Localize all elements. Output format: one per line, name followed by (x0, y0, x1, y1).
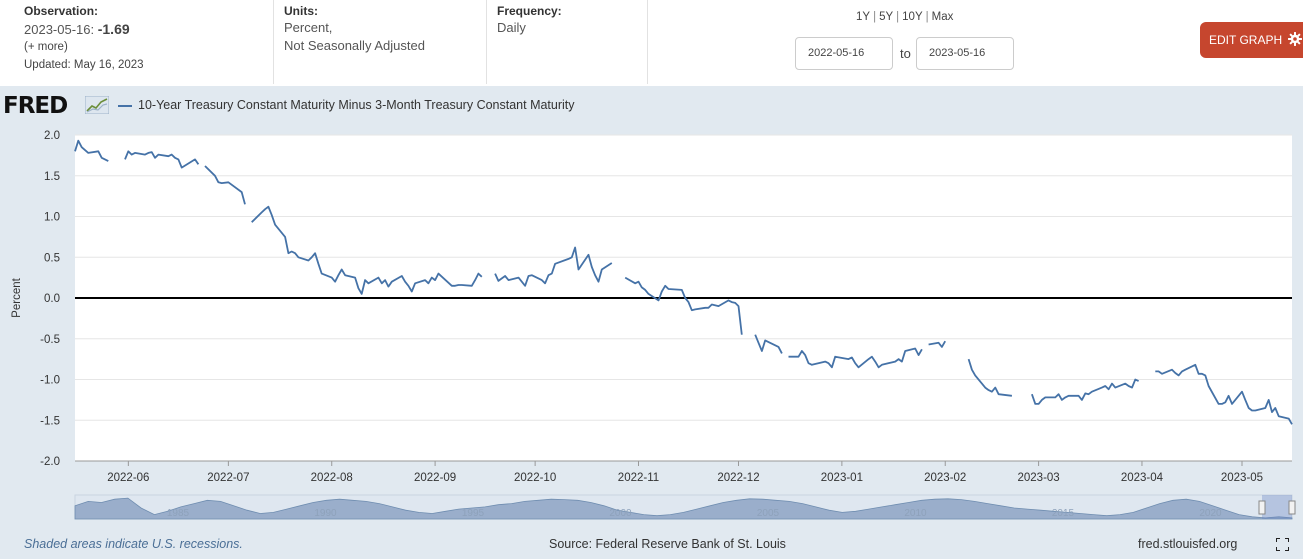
observation-value-row: 2023-05-16: -1.69 (24, 21, 130, 37)
recession-note: Shaded areas indicate U.S. recessions. (24, 537, 243, 551)
units-value-line2: Not Seasonally Adjusted (284, 38, 425, 53)
edit-graph-label: EDIT GRAPH (1209, 33, 1283, 47)
fred-logo-chart-icon (85, 96, 109, 114)
top-bar: Observation: 2023-05-16: -1.69 (+ more) … (0, 0, 1303, 86)
range-separator: | (873, 11, 877, 23)
fred-logo: FRED (3, 93, 68, 119)
start-date-input[interactable]: 2022-05-16 (795, 37, 893, 70)
more-link[interactable]: (+ more) (24, 41, 68, 53)
frequency-label: Frequency: (497, 4, 562, 18)
units-label: Units: (284, 4, 318, 18)
updated-text: Updated: May 16, 2023 (24, 59, 144, 71)
range-separator: | (896, 11, 900, 23)
edit-graph-button[interactable]: EDIT GRAPH (1200, 22, 1303, 58)
observation-label: Observation: (24, 4, 99, 18)
observation-panel: Observation: 2023-05-16: -1.69 (+ more) … (0, 0, 274, 84)
fred-logo-text: FRED (3, 93, 68, 119)
frequency-value: Daily (497, 20, 526, 35)
gear-icon (1288, 32, 1303, 46)
site-link[interactable]: fred.stlouisfed.org (1138, 537, 1238, 551)
to-label: to (900, 46, 911, 61)
units-panel: Units: Percent, Not Seasonally Adjusted (273, 0, 487, 84)
units-value-line1: Percent, (284, 20, 333, 35)
range-link-max[interactable]: Max (931, 11, 954, 23)
range-separator: | (925, 11, 929, 23)
observation-date: 2023-05-16: (24, 22, 98, 37)
frequency-panel: Frequency: Daily (486, 0, 648, 84)
observation-value: -1.69 (97, 21, 130, 37)
legend-label[interactable]: 10-Year Treasury Constant Maturity Minus… (138, 98, 575, 112)
range-link-10y[interactable]: 10Y (902, 11, 923, 23)
source-text: Source: Federal Reserve Bank of St. Loui… (549, 537, 786, 551)
range-links: 1Y | 5Y | 10Y | Max (856, 11, 953, 23)
range-link-5y[interactable]: 5Y (879, 11, 894, 23)
range-link-1y[interactable]: 1Y (856, 11, 871, 23)
fullscreen-icon[interactable] (1276, 538, 1289, 551)
graph-area (0, 86, 1303, 559)
end-date-input[interactable]: 2023-05-16 (916, 37, 1014, 70)
legend-swatch (118, 105, 132, 107)
